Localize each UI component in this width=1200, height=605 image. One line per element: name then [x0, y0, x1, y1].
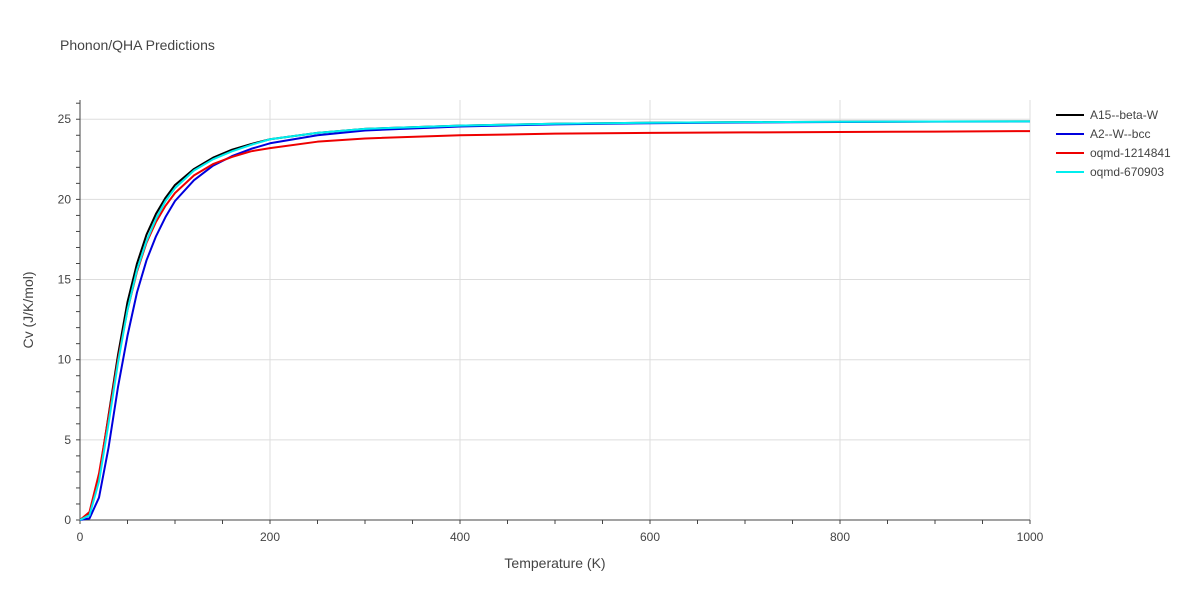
- y-tick-label: 25: [58, 112, 72, 126]
- legend-item[interactable]: A2--W--bcc: [1056, 127, 1150, 141]
- legend-item[interactable]: A15--beta-W: [1056, 108, 1159, 122]
- grid-lines: [80, 100, 1031, 520]
- legend-label: oqmd-1214841: [1090, 146, 1171, 160]
- legend-item[interactable]: oqmd-1214841: [1056, 146, 1171, 160]
- y-tick-label: 15: [58, 273, 72, 287]
- y-tick-label: 10: [58, 353, 72, 367]
- x-axis-label: Temperature (K): [504, 555, 605, 571]
- axes: [76, 100, 1031, 524]
- x-tick-label: 800: [830, 530, 850, 544]
- series-line-oqmd-670903[interactable]: [79, 120, 1031, 521]
- y-axis-label: Cv (J/K/mol): [20, 272, 36, 349]
- legend-item[interactable]: oqmd-670903: [1056, 165, 1164, 179]
- x-tick-label: 600: [640, 530, 660, 544]
- y-tick-label: 20: [58, 192, 72, 206]
- tick-labels: 0 200 400 600 800 1000 0 5 10 15 20 25: [58, 112, 1044, 544]
- x-tick-label: 200: [260, 530, 280, 544]
- legend[interactable]: A15--beta-W A2--W--bcc oqmd-1214841 oqmd-67…: [1056, 108, 1171, 179]
- chart-title: Phonon/QHA Predictions: [60, 37, 215, 53]
- legend-label: A15--beta-W: [1090, 108, 1159, 122]
- x-tick-label: 1000: [1017, 530, 1044, 544]
- x-tick-label: 0: [77, 530, 84, 544]
- series-line-A15--beta-W[interactable]: [79, 120, 1031, 521]
- legend-label: A2--W--bcc: [1090, 127, 1150, 141]
- series-lines: [79, 120, 1031, 521]
- y-tick-label: 5: [64, 433, 71, 447]
- y-tick-label: 0: [64, 513, 71, 527]
- legend-label: oqmd-670903: [1090, 165, 1164, 179]
- series-line-oqmd-1214841[interactable]: [79, 130, 1031, 521]
- x-tick-label: 400: [450, 530, 470, 544]
- series-line-A2--W--bcc[interactable]: [79, 120, 1031, 521]
